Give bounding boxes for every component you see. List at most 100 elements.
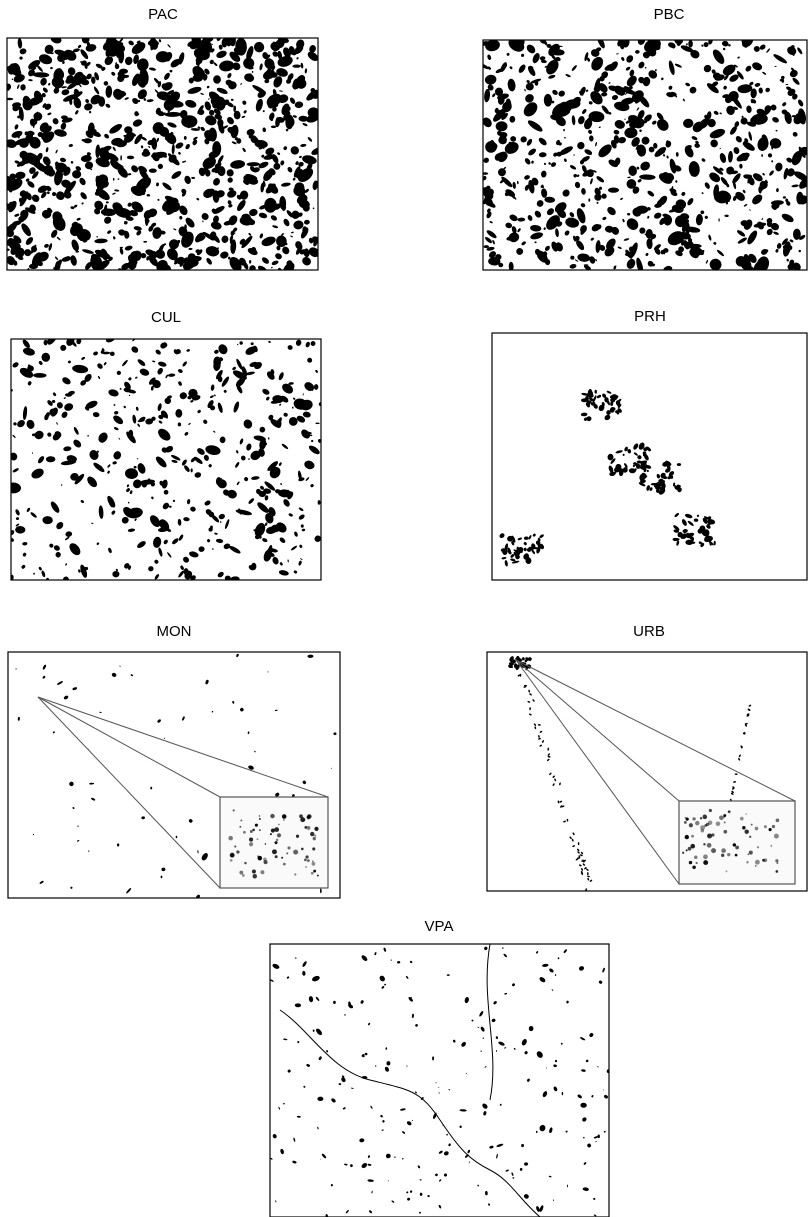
land-patch bbox=[213, 356, 221, 367]
inset-pixel bbox=[249, 842, 253, 846]
inset-pixel bbox=[287, 846, 290, 849]
inset-pixel bbox=[735, 846, 739, 850]
inset-pixel bbox=[311, 872, 314, 875]
inset-pixel bbox=[735, 854, 738, 857]
land-patch bbox=[5, 249, 9, 251]
inset-pixel bbox=[749, 851, 753, 855]
inset-pixel bbox=[700, 817, 702, 819]
inset-pixel bbox=[682, 852, 684, 854]
panel-label: URB bbox=[633, 623, 665, 640]
inset-pixel bbox=[272, 849, 277, 854]
inset-pixel bbox=[250, 830, 253, 833]
inset-pixel bbox=[277, 833, 281, 837]
inset-pixel bbox=[748, 854, 750, 856]
inset-pixel bbox=[757, 846, 759, 848]
inset-pixel bbox=[685, 835, 689, 839]
inset-pixel bbox=[708, 820, 712, 824]
inset-pixel bbox=[281, 857, 283, 859]
inset-pixel bbox=[723, 814, 726, 817]
land-patch bbox=[268, 101, 275, 108]
inset-pixel bbox=[260, 870, 264, 874]
land-patch bbox=[149, 168, 157, 172]
inset-pixel bbox=[726, 870, 728, 872]
inset-pixel bbox=[755, 865, 757, 867]
inset-pixel bbox=[733, 843, 736, 846]
inset-pixel bbox=[252, 869, 256, 873]
inset-pixel bbox=[259, 818, 261, 820]
land-patch bbox=[205, 170, 210, 177]
inset-pixel bbox=[719, 815, 724, 820]
inset-pixel bbox=[314, 827, 318, 831]
inset-pixel bbox=[270, 814, 274, 818]
inset-pixel bbox=[708, 835, 710, 837]
land-patch bbox=[143, 241, 147, 243]
inset-pixel bbox=[307, 859, 310, 862]
inset-pixel bbox=[721, 848, 726, 853]
panel-label: PRH bbox=[634, 308, 666, 325]
inset-pixel bbox=[692, 866, 696, 870]
inset-pixel bbox=[300, 817, 305, 822]
inset-pixel bbox=[724, 821, 726, 823]
inset-pixel bbox=[695, 821, 699, 825]
inset-pixel bbox=[243, 831, 246, 834]
inset-pixel bbox=[249, 838, 253, 842]
inset-pixel bbox=[307, 814, 311, 818]
inset-pixel bbox=[314, 835, 316, 837]
inset-pixel bbox=[312, 862, 316, 866]
inset-pixel bbox=[274, 841, 277, 844]
inset-pixel bbox=[234, 845, 236, 847]
inset-pixel bbox=[270, 833, 272, 835]
inset-pixel bbox=[686, 818, 689, 821]
inset-pixel bbox=[253, 874, 257, 878]
inset-pixel bbox=[689, 823, 693, 827]
inset-pixel bbox=[763, 858, 767, 862]
inset-pixel bbox=[278, 824, 280, 826]
inset-pixel bbox=[755, 860, 760, 865]
inset-pixel bbox=[286, 852, 288, 854]
inset-pixel bbox=[749, 836, 751, 838]
land-patch bbox=[120, 247, 123, 249]
inset-pixel bbox=[310, 832, 314, 836]
inset-pixel bbox=[230, 859, 233, 862]
land-patch bbox=[175, 409, 182, 418]
inset-pixel bbox=[711, 848, 716, 853]
inset-pixel bbox=[244, 862, 246, 864]
inset-pixel bbox=[294, 873, 296, 875]
inset-pixel bbox=[716, 821, 721, 826]
inset-pixel bbox=[703, 860, 708, 865]
inset-pixel bbox=[313, 870, 316, 873]
inset-pixel bbox=[239, 826, 241, 828]
inset-pixel bbox=[304, 826, 307, 829]
land-patch bbox=[597, 1135, 599, 1139]
inset-pixel bbox=[258, 856, 263, 861]
panel-label: VPA bbox=[425, 918, 454, 935]
inset-pixel bbox=[690, 844, 695, 849]
inset-pixel bbox=[684, 821, 687, 824]
inset-pixel bbox=[703, 854, 708, 859]
inset-pixel bbox=[776, 870, 779, 873]
inset-pixel bbox=[312, 860, 314, 862]
inset-pixel bbox=[746, 861, 748, 863]
panel-label: MON bbox=[157, 623, 192, 640]
land-patch bbox=[216, 477, 222, 485]
inset-pixel bbox=[275, 855, 278, 858]
land-patch bbox=[191, 177, 195, 179]
inset-pixel bbox=[228, 836, 233, 841]
inset-pixel bbox=[307, 826, 311, 830]
inset-pixel bbox=[689, 861, 692, 864]
inset-pixel bbox=[305, 855, 308, 858]
inset-pixel bbox=[304, 859, 307, 862]
inset-pixel bbox=[745, 813, 746, 814]
inset-pixel bbox=[259, 829, 261, 831]
inset-pixel bbox=[740, 817, 744, 821]
inset-pixel bbox=[755, 827, 759, 831]
inset-pixel bbox=[776, 819, 780, 823]
land-patch bbox=[289, 417, 298, 426]
inset-pixel bbox=[274, 827, 279, 832]
figure: PACPBCCULPRHMONURBVPA bbox=[0, 0, 808, 1217]
inset-pixel bbox=[236, 850, 239, 853]
inset-pixel bbox=[776, 862, 778, 864]
inset-pixel bbox=[276, 839, 279, 842]
inset-pixel bbox=[770, 845, 772, 847]
inset-pixel bbox=[242, 874, 245, 877]
